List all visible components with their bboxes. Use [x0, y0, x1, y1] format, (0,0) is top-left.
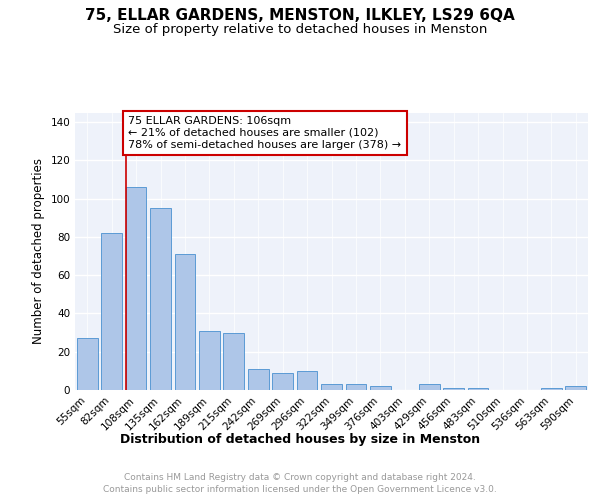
Bar [223, 332, 244, 390]
Bar [321, 384, 342, 390]
Text: Size of property relative to detached houses in Menston: Size of property relative to detached ho… [113, 22, 487, 36]
Text: 75, ELLAR GARDENS, MENSTON, ILKLEY, LS29 6QA: 75, ELLAR GARDENS, MENSTON, ILKLEY, LS29… [85, 8, 515, 22]
Bar [370, 386, 391, 390]
Bar [272, 373, 293, 390]
Text: 75 ELLAR GARDENS: 106sqm
← 21% of detached houses are smaller (102)
78% of semi-: 75 ELLAR GARDENS: 106sqm ← 21% of detach… [128, 116, 401, 150]
Bar [199, 330, 220, 390]
Text: Contains HM Land Registry data © Crown copyright and database right 2024.
Contai: Contains HM Land Registry data © Crown c… [103, 472, 497, 494]
Bar [296, 371, 317, 390]
Text: Distribution of detached houses by size in Menston: Distribution of detached houses by size … [120, 432, 480, 446]
Bar [565, 386, 586, 390]
Bar [419, 384, 440, 390]
Bar [541, 388, 562, 390]
Bar [101, 233, 122, 390]
Bar [248, 369, 269, 390]
Bar [443, 388, 464, 390]
Bar [125, 187, 146, 390]
Bar [150, 208, 171, 390]
Bar [175, 254, 196, 390]
Y-axis label: Number of detached properties: Number of detached properties [32, 158, 45, 344]
Bar [77, 338, 98, 390]
Bar [467, 388, 488, 390]
Bar [346, 384, 367, 390]
